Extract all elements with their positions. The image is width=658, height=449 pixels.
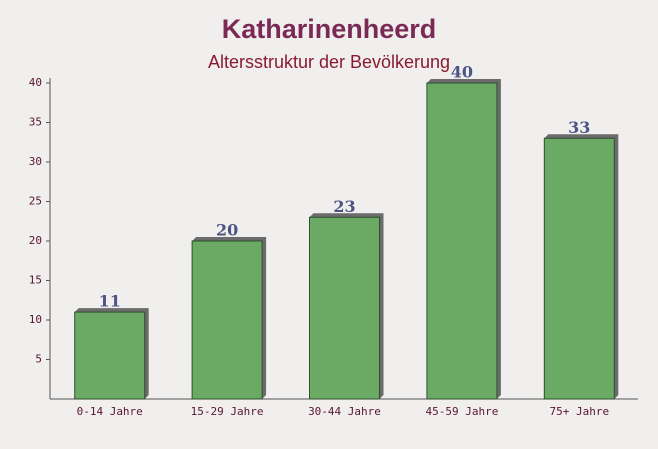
bar — [426, 82, 498, 400]
y-tick-label: 40 — [29, 76, 42, 89]
y-tick-label: 35 — [29, 116, 42, 129]
x-tick-label: 0-14 Jahre — [77, 405, 143, 418]
y-tick-label: 5 — [35, 353, 42, 366]
y-tick-label: 25 — [29, 195, 42, 208]
y-tick-label: 20 — [29, 234, 42, 247]
bar — [74, 311, 146, 400]
y-tick-label: 15 — [29, 274, 42, 287]
bar — [309, 216, 380, 400]
x-tick-label: 45-59 Jahre — [425, 405, 498, 418]
value-label: 33 — [568, 118, 590, 137]
value-label: 20 — [216, 221, 238, 240]
y-tick-label: 10 — [29, 313, 42, 326]
value-label: 40 — [451, 63, 473, 82]
bar — [543, 137, 615, 400]
x-tick-label: 30-44 Jahre — [308, 405, 381, 418]
bar — [191, 240, 263, 400]
value-label: 23 — [333, 197, 355, 216]
y-tick-label: 30 — [29, 155, 42, 168]
x-tick-label: 15-29 Jahre — [191, 405, 264, 418]
chart-title: Katharinenheerd — [222, 14, 437, 44]
value-label: 11 — [99, 292, 121, 311]
x-tick-label: 75+ Jahre — [549, 405, 609, 418]
chart-subtitle: Altersstruktur der Bevölkerung — [208, 52, 450, 72]
